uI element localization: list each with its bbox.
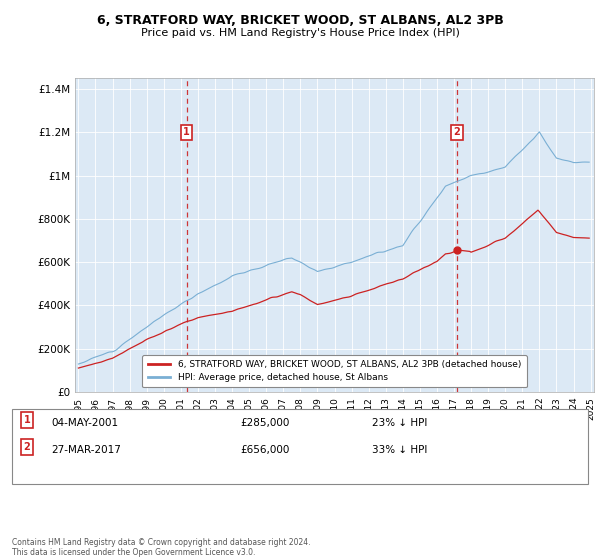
Text: £656,000: £656,000 xyxy=(240,445,289,455)
Text: 27-MAR-2017: 27-MAR-2017 xyxy=(51,445,121,455)
Text: 23% ↓ HPI: 23% ↓ HPI xyxy=(372,418,427,428)
Text: 2: 2 xyxy=(454,128,460,137)
Legend: 6, STRATFORD WAY, BRICKET WOOD, ST ALBANS, AL2 3PB (detached house), HPI: Averag: 6, STRATFORD WAY, BRICKET WOOD, ST ALBAN… xyxy=(142,355,527,388)
Text: 1: 1 xyxy=(183,128,190,137)
Text: 1: 1 xyxy=(23,415,31,425)
Text: 2: 2 xyxy=(23,442,31,452)
Text: Contains HM Land Registry data © Crown copyright and database right 2024.
This d: Contains HM Land Registry data © Crown c… xyxy=(12,538,311,557)
Text: Price paid vs. HM Land Registry's House Price Index (HPI): Price paid vs. HM Land Registry's House … xyxy=(140,28,460,38)
Text: 6, STRATFORD WAY, BRICKET WOOD, ST ALBANS, AL2 3PB: 6, STRATFORD WAY, BRICKET WOOD, ST ALBAN… xyxy=(97,14,503,27)
Text: 04-MAY-2001: 04-MAY-2001 xyxy=(51,418,118,428)
Text: 33% ↓ HPI: 33% ↓ HPI xyxy=(372,445,427,455)
Text: £285,000: £285,000 xyxy=(240,418,289,428)
